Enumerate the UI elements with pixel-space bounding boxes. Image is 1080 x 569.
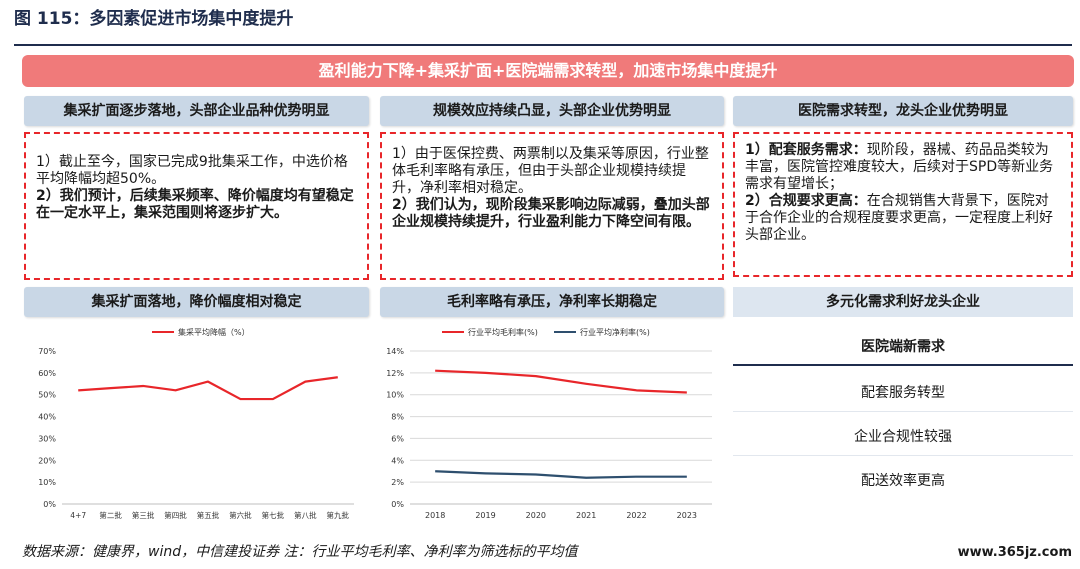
note-box-2: 1）由于医保控费、两票制以及集采等原因，行业整体毛利率略有承压，但由于头部企业规… [380, 132, 724, 280]
column-head-3: 医院需求转型，龙头企业优势明显 [733, 96, 1073, 126]
right-item-service: 配套服务转型 [733, 374, 1073, 412]
chart-1-head: 集采扩面落地，降价幅度相对稳定 [24, 287, 369, 317]
x-tick-label: 2020 [526, 511, 546, 520]
note-3-point-2-text: 在合规销售大背景下，医院对于合作企业的合规程度要求更高，一定程度上利好头部企业。 [745, 193, 1053, 243]
x-tick-label: 第九批 [327, 510, 350, 520]
legend-label: 行业平均净利率(%) [580, 327, 650, 337]
legend-label: 行业平均毛利率(%) [468, 327, 538, 337]
legend-label: 集采平均降幅（%） [178, 327, 250, 337]
y-tick-label: 12% [386, 369, 404, 378]
note-3-point-2: 2）合规要求更高：在合规销售大背景下，医院对于合作企业的合规程度要求更高，一定程… [745, 193, 1061, 244]
y-tick-label: 8% [391, 413, 404, 422]
x-tick-label: 4+7 [70, 511, 86, 520]
x-tick-label: 2021 [576, 511, 596, 520]
x-tick-label: 第八批 [294, 510, 317, 520]
y-tick-label: 0% [391, 500, 404, 509]
y-tick-label: 14% [386, 347, 404, 356]
x-tick-label: 第七批 [262, 510, 285, 520]
x-tick-label: 2023 [677, 511, 697, 520]
right-panel-head: 多元化需求利好龙头企业 [733, 287, 1073, 317]
y-tick-label: 10% [38, 478, 56, 487]
y-tick-label: 4% [391, 456, 404, 465]
note-3-point-2-label: 2）合规要求更高： [745, 193, 867, 209]
chart-2-margin-trend: 0% 2% 4% 6% 8% 10% 12% 14% 2018 2019 2020 2021 2022 2… [386, 327, 712, 520]
y-tick-label: 20% [38, 456, 56, 465]
watermark: www.365jz.com [957, 545, 1072, 560]
series-line-1 [78, 376, 338, 401]
note-3-point-1-label: 1）配套服务需求： [745, 142, 867, 158]
note-2-point-1: 1）由于医保控费、两票制以及集采等原因，行业整体毛利率略有承压，但由于头部企业规… [392, 146, 709, 196]
y-tick-label: 2% [391, 478, 404, 487]
chart-1-collection-price-cut: 0% 10% 20% 30% 40% 50% 60% 70% 4+7 第二批 第三批 第四批 第五批 第六… [38, 327, 354, 520]
note-1-point-1: 1）截止至今，国家已完成9批集采工作，中选价格平均降幅均超50%。 [36, 154, 348, 187]
source-note: 数据来源：健康界，wind，中信建投证券 注：行业平均毛利率、净利率为筛选标的平… [22, 544, 578, 560]
right-item-compliance: 企业合规性较强 [733, 418, 1073, 456]
y-tick-label: 10% [386, 391, 404, 400]
y-tick-label: 30% [38, 434, 56, 443]
x-tick-label: 第五批 [197, 510, 220, 520]
note-1-point-2: 2）我们预计，后续集采频率、降价幅度均有望稳定在一定水平上，集采范围则将逐步扩大… [36, 188, 354, 221]
right-item-hospital-demand: 医院端新需求 [733, 328, 1073, 366]
note-box-1: 1）截止至今，国家已完成9批集采工作，中选价格平均降幅均超50%。 2）我们预计… [24, 132, 369, 280]
y-tick-label: 70% [38, 347, 56, 356]
summary-banner: 盈利能力下降+集采扩面+医院端需求转型，加速市场集中度提升 [22, 55, 1074, 87]
y-tick-label: 60% [38, 369, 56, 378]
series-line-2 [435, 470, 687, 479]
note-3-point-1: 1）配套服务需求：现阶段，器械、药品品类较为丰富，医院管控难度较大，后续对于SP… [745, 142, 1061, 193]
title-rule [14, 44, 1072, 46]
note-2-point-2: 2）我们认为，现阶段集采影响边际减弱，叠加头部企业规模持续提升，行业盈利能力下降… [392, 197, 710, 230]
column-head-1: 集采扩面逐步落地，头部企业品种优势明显 [24, 96, 369, 126]
chart-2-head: 毛利率略有承压，净利率长期稳定 [380, 287, 724, 317]
note-3-point-1-text: 现阶段，器械、药品品类较为丰富，医院管控难度较大，后续对于SPD等新业务需求有望… [745, 142, 1054, 192]
y-tick-label: 50% [38, 391, 56, 400]
x-tick-label: 第六批 [229, 510, 252, 520]
x-tick-label: 2019 [475, 511, 495, 520]
x-tick-label: 第四批 [164, 510, 187, 520]
y-tick-label: 6% [391, 434, 404, 443]
y-tick-label: 0% [43, 500, 56, 509]
x-tick-label: 第二批 [99, 510, 122, 520]
y-tick-label: 40% [38, 413, 56, 422]
x-tick-label: 2022 [626, 511, 646, 520]
note-box-3: 1）配套服务需求：现阶段，器械、药品品类较为丰富，医院管控难度较大，后续对于SP… [733, 132, 1073, 277]
column-head-2: 规模效应持续凸显，头部企业优势明显 [380, 96, 724, 126]
series-line-1 [435, 369, 687, 394]
figure-title: 图 115：多因素促进市场集中度提升 [14, 9, 294, 29]
x-tick-label: 第三批 [132, 510, 155, 520]
x-tick-label: 2018 [425, 511, 445, 520]
right-item-delivery: 配送效率更高 [861, 473, 945, 489]
